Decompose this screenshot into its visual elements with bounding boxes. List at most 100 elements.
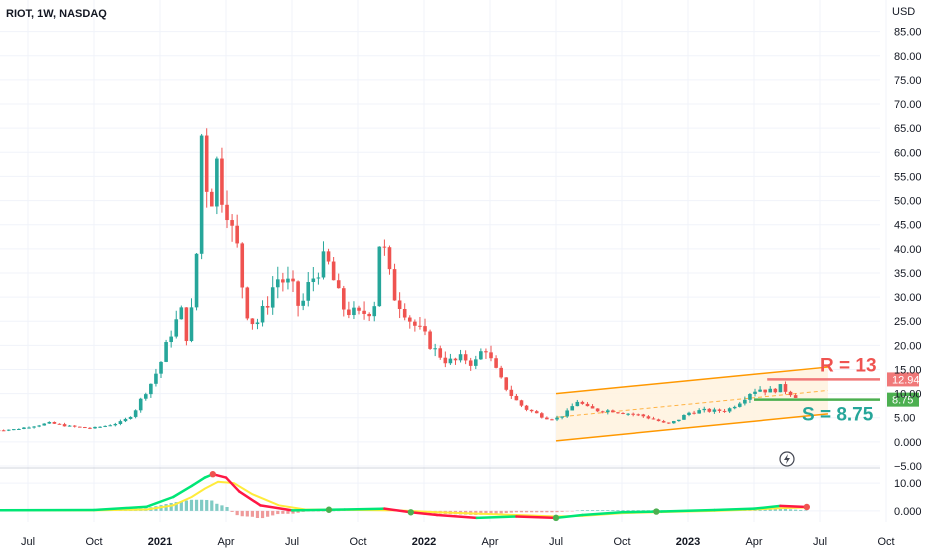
candle-body	[463, 354, 468, 361]
candle-body	[341, 288, 346, 310]
histogram-bar	[570, 510, 574, 512]
candle-body	[590, 406, 595, 409]
fast-line-segment	[409, 511, 439, 517]
candle-body	[230, 220, 234, 226]
candle-body	[118, 421, 123, 424]
candle-body	[52, 421, 57, 424]
histogram-bar	[565, 510, 569, 512]
time-tick-label: Jul	[813, 536, 827, 548]
histogram-bar	[590, 510, 595, 511]
fast-line-segment	[171, 484, 193, 499]
candle-body	[372, 306, 377, 317]
histogram-bar	[540, 510, 544, 513]
histogram-bar	[271, 510, 275, 516]
candle-body	[387, 247, 392, 270]
histogram-bar	[220, 505, 224, 511]
candle-body	[793, 395, 798, 398]
candle-body	[732, 406, 737, 409]
candle-body	[636, 414, 641, 416]
price-tick-label: 75.00	[894, 75, 922, 87]
candle-body	[235, 225, 239, 244]
candle-body	[555, 417, 559, 420]
candle-body	[458, 354, 463, 361]
candle-body	[250, 318, 255, 325]
price-channel	[555, 366, 828, 442]
candle-body	[255, 322, 260, 325]
time-tick-label: 2021	[148, 536, 172, 548]
candles	[0, 128, 798, 432]
candle-body	[174, 319, 179, 337]
candle-body	[357, 307, 361, 311]
candle-body	[453, 358, 458, 361]
resistance-price-tag-label: 12.94	[892, 374, 920, 386]
candle-body	[67, 425, 72, 427]
candle-body	[143, 394, 148, 399]
cross-marker	[552, 514, 560, 522]
candle-body	[113, 423, 118, 426]
candle-body	[128, 416, 133, 419]
histogram-bar	[773, 508, 777, 511]
candle-body	[159, 361, 163, 374]
candle-body	[413, 321, 417, 326]
histogram-bar	[184, 500, 188, 511]
time-tick-label: Jul	[285, 536, 299, 548]
price-tick-label: 80.00	[894, 51, 922, 63]
candle-body	[62, 424, 67, 427]
candle-body	[534, 411, 539, 414]
candle-body	[763, 389, 767, 393]
candle-body	[336, 280, 341, 289]
histogram-bar	[535, 510, 539, 513]
candle-body	[611, 410, 615, 413]
candle-body	[560, 416, 564, 418]
histogram-bar	[530, 510, 534, 513]
price-axis[interactable]: 85.00 80.00 75.00 70.00 65.00 60.00 55.00 50.00…	[894, 27, 922, 473]
histogram-bar	[514, 510, 518, 513]
price-tick-label: 45.00	[894, 220, 922, 232]
channel-mid-line	[555, 389, 828, 418]
time-tick-label: Jul	[549, 536, 563, 548]
candle-body	[316, 277, 321, 279]
fast-line-segment	[515, 515, 558, 520]
cross-marker	[209, 471, 216, 478]
candle-body	[418, 325, 422, 327]
candle-body	[123, 418, 128, 422]
time-axis[interactable]: Jul Oct 2021 Apr Jul Oct 2022 Apr Jul Oct 2023 Apr J…	[21, 536, 895, 548]
candle-body	[600, 411, 605, 413]
candle-body	[468, 360, 473, 366]
histogram-bar	[575, 510, 579, 511]
histogram-bar	[768, 509, 772, 511]
candle-body	[93, 426, 97, 429]
candle-body	[326, 251, 331, 262]
channel-lower-line	[555, 413, 828, 442]
fast-line-segment	[190, 476, 207, 488]
candle-body	[682, 414, 686, 420]
replay-button[interactable]	[779, 451, 795, 467]
candle-body	[539, 413, 544, 418]
histogram-bar	[524, 510, 529, 513]
histogram-bar	[179, 501, 183, 511]
candle-body	[88, 427, 92, 429]
candle-body	[423, 326, 427, 332]
candle-body	[149, 383, 153, 395]
price-tick-label: 35.00	[894, 268, 922, 280]
indicator-tick-label: 0.000	[894, 506, 922, 518]
histogram-bar	[266, 510, 270, 517]
symbol-title[interactable]: RIOT, 1W, NASDAQ	[6, 8, 107, 20]
candle-body	[311, 278, 316, 283]
candle-body	[565, 410, 569, 417]
candle-body	[179, 307, 184, 320]
candle-body	[397, 300, 402, 310]
candle-body	[473, 359, 478, 366]
fast-line-segment	[290, 508, 347, 512]
time-tick-label: Oct	[85, 536, 102, 548]
time-tick-label: 2022	[412, 536, 436, 548]
time-tick-label: Oct	[877, 536, 894, 548]
support-label: S = 8.75	[802, 405, 874, 426]
candle-body	[702, 408, 707, 411]
histogram-bar	[286, 510, 290, 514]
candle-body	[286, 278, 290, 283]
histogram-bar	[560, 510, 564, 512]
candle-body	[296, 281, 300, 306]
candle-body	[717, 409, 722, 411]
channel-upper-line	[555, 366, 828, 395]
